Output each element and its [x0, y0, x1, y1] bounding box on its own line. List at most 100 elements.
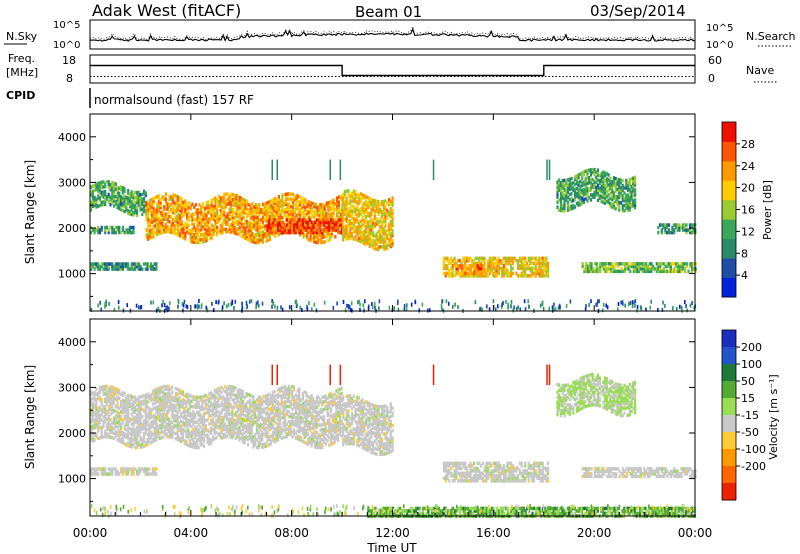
power-cell: [515, 259, 518, 263]
velocity-cell: [98, 467, 101, 471]
power-cell: [621, 188, 624, 193]
power-cell: [581, 176, 584, 180]
power-cell: [279, 201, 282, 206]
velocity-cell: [213, 424, 216, 428]
power-cell: [329, 212, 332, 217]
power-cell: [318, 208, 321, 212]
velocity-cell: [220, 436, 223, 440]
power-cell: [277, 210, 280, 214]
velocity-cell: [197, 423, 200, 427]
power-cell: [265, 216, 268, 220]
power-cell: [614, 184, 617, 188]
power-noise-cell: [104, 304, 106, 309]
velocity-cell: [155, 390, 158, 394]
power-cell: [207, 222, 210, 227]
velocity-cell: [206, 440, 209, 445]
velocity-cell: [114, 414, 117, 419]
power-cell: [350, 214, 354, 218]
power-cell: [612, 196, 615, 200]
power-cell: [595, 193, 598, 197]
power-cell: [265, 211, 268, 215]
power-cell: [632, 186, 635, 191]
power-cell: [154, 195, 157, 200]
velocity-cell: [234, 413, 237, 418]
power-cell: [676, 223, 679, 227]
velocity-cell: [169, 407, 172, 412]
power-cell: [290, 215, 293, 219]
power-noise-cell: [445, 299, 448, 304]
velocity-cell: [127, 418, 130, 423]
power-noise-cell: [488, 307, 491, 312]
power-cell: [382, 244, 385, 249]
velocity-cell: [153, 396, 156, 400]
velocity-cell: [171, 413, 174, 417]
power-cell: [187, 231, 190, 235]
velocity-cell: [194, 398, 197, 402]
power-cell: [600, 174, 603, 179]
power-cell: [212, 212, 215, 216]
power-cell: [566, 190, 570, 195]
power-cell: [254, 225, 258, 230]
power-cell: [258, 210, 261, 215]
velocity-cell: [100, 469, 103, 474]
velocity-cell: [236, 432, 239, 436]
power-cell: [152, 216, 155, 221]
power-cell: [363, 236, 366, 241]
velocity-cell: [181, 392, 184, 397]
power-cell: [589, 188, 593, 192]
power-cell: [575, 201, 578, 206]
power-cell: [214, 221, 217, 225]
velocity-cell: [134, 430, 137, 435]
power-cell: [614, 176, 617, 181]
power-cell: [246, 219, 249, 224]
power-cell: [309, 216, 312, 220]
power-cell: [272, 202, 275, 207]
power-cell: [150, 212, 153, 217]
velocity-cell: [192, 437, 195, 442]
power-cell: [93, 203, 96, 208]
velocity-cell: [144, 418, 147, 423]
power-cell: [666, 223, 669, 227]
power-cell: [112, 181, 116, 186]
velocity-cell: [148, 436, 151, 441]
power-cell: [379, 245, 382, 249]
velocity-cell: [213, 404, 216, 408]
velocity-cell: [135, 433, 139, 437]
velocity-cell: [201, 417, 204, 422]
power-cell: [547, 266, 550, 271]
power-cell: [311, 206, 314, 211]
power-cell: [307, 212, 310, 217]
power-cell: [209, 211, 212, 216]
velocity-cell: [199, 433, 202, 437]
power-cell: [319, 228, 322, 232]
power-cell: [623, 191, 626, 195]
velocity-cell: [127, 411, 130, 415]
velocity-cell: [218, 424, 221, 428]
power-cell: [175, 194, 178, 199]
power-cell: [163, 215, 166, 219]
power-cell: [147, 219, 150, 224]
power-cell: [611, 267, 614, 271]
power-cell: [314, 233, 318, 237]
power-cell: [382, 212, 385, 216]
velocity-cell: [158, 406, 161, 410]
power-cell: [622, 269, 625, 274]
velocity-cell: [185, 440, 188, 444]
velocity-cell: [120, 417, 123, 421]
power-noise-cell: [169, 301, 171, 306]
power-cell: [300, 225, 303, 230]
velocity-cell: [180, 432, 183, 436]
velocity-cell: [121, 403, 124, 407]
power-cell: [464, 259, 467, 263]
velocity-cell: [167, 435, 170, 439]
power-cell: [497, 261, 500, 266]
power-cell: [450, 274, 453, 278]
power-cell: [600, 179, 603, 184]
power-cell: [105, 264, 109, 269]
power-cell: [361, 233, 364, 237]
velocity-cell: [155, 405, 158, 409]
power-cell: [678, 223, 681, 227]
power-cell: [657, 264, 660, 269]
power-cell: [455, 271, 458, 276]
velocity-cell: [98, 421, 101, 425]
